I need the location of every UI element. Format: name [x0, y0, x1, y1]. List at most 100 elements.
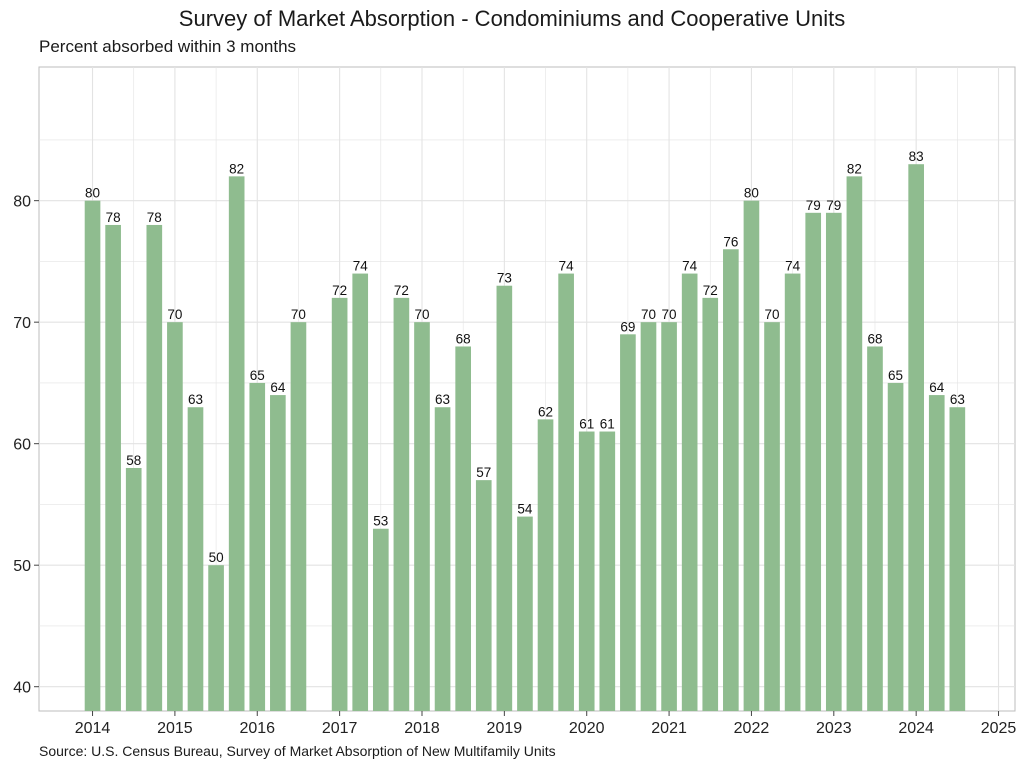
bar-value-label: 74 — [353, 259, 369, 274]
bar — [517, 516, 533, 711]
bar-value-label: 76 — [723, 234, 738, 249]
bar-value-label: 68 — [867, 331, 882, 346]
bar — [578, 431, 595, 711]
x-tick-label: 2019 — [487, 720, 523, 737]
bar-value-label: 63 — [950, 392, 965, 407]
bar-value-label: 80 — [744, 186, 759, 201]
bar-value-label: 70 — [291, 307, 306, 322]
bar-value-label: 50 — [209, 550, 224, 565]
bar — [167, 322, 183, 711]
bar-value-label: 65 — [250, 368, 265, 383]
bar-value-label: 70 — [167, 307, 182, 322]
bar-value-label: 61 — [600, 417, 615, 432]
bar-value-label: 65 — [888, 368, 903, 383]
bar — [661, 322, 677, 711]
bar — [867, 346, 883, 711]
bar — [784, 273, 801, 711]
y-tick-label: 70 — [13, 315, 31, 332]
x-tick-label: 2025 — [981, 720, 1017, 737]
bar-value-label: 79 — [806, 198, 821, 213]
bar-value-label: 58 — [126, 453, 141, 468]
bar-value-label: 73 — [497, 271, 512, 286]
x-tick-label: 2024 — [898, 720, 934, 737]
x-axis: 2014 2015 2016 2017 2018 2019 2020 2021 2022 2023… — [75, 711, 1017, 737]
bar — [640, 322, 657, 711]
bar-value-label: 79 — [826, 198, 841, 213]
y-tick-label: 40 — [13, 680, 31, 697]
bar — [537, 419, 554, 711]
bar-value-label: 72 — [394, 283, 409, 298]
bar — [84, 200, 101, 711]
bar-value-label: 74 — [785, 259, 801, 274]
y-tick-label: 60 — [13, 437, 31, 454]
x-tick-label: 2017 — [322, 720, 358, 737]
bar — [125, 467, 142, 711]
bar-value-label: 64 — [270, 380, 286, 395]
bar-value-label: 72 — [332, 283, 347, 298]
bar-value-label: 70 — [641, 307, 656, 322]
bar — [620, 334, 636, 711]
bar — [352, 273, 369, 711]
bar-value-label: 82 — [229, 161, 244, 176]
data-labels-group: 80 78 58 78 70 63 50 82 65 64 70 72 74 53 72 70 63 68 57 73… — [85, 149, 965, 565]
bar-value-label: 63 — [188, 392, 203, 407]
y-axis: 40 50 60 70 80 — [13, 194, 39, 697]
bar — [475, 480, 492, 711]
bar — [764, 322, 780, 711]
bar — [270, 395, 286, 711]
bar — [331, 297, 348, 711]
bar — [393, 297, 410, 711]
bar — [187, 407, 204, 711]
bar — [928, 395, 945, 711]
bar-value-label: 53 — [373, 514, 388, 529]
bar — [908, 164, 924, 712]
bar-value-label: 83 — [909, 149, 924, 164]
bar — [434, 407, 451, 711]
x-tick-label: 2018 — [404, 720, 440, 737]
bar — [743, 200, 760, 711]
bar — [702, 297, 719, 711]
bar-value-label: 54 — [517, 502, 533, 517]
bar — [846, 176, 863, 711]
chart-subtitle: Percent absorbed within 3 months — [39, 37, 297, 56]
bar-value-label: 62 — [538, 404, 553, 419]
x-tick-label: 2016 — [239, 720, 275, 737]
bars-group — [84, 164, 966, 712]
x-tick-label: 2014 — [75, 720, 111, 737]
bar-value-label: 69 — [620, 319, 635, 334]
bar-value-label: 70 — [765, 307, 780, 322]
bar-value-label: 82 — [847, 161, 862, 176]
bar-value-label: 61 — [579, 417, 594, 432]
bar-value-label: 74 — [559, 259, 575, 274]
bar — [146, 224, 163, 711]
bar — [105, 224, 121, 711]
bar — [208, 565, 224, 711]
bar — [455, 346, 471, 711]
bar-value-label: 57 — [476, 465, 491, 480]
x-tick-label: 2020 — [569, 720, 605, 737]
bar-value-label: 70 — [414, 307, 429, 322]
source-caption: Source: U.S. Census Bureau, Survey of Ma… — [39, 743, 556, 759]
bar — [290, 322, 307, 711]
bar — [681, 273, 698, 711]
x-tick-label: 2021 — [651, 720, 687, 737]
chart-title: Survey of Market Absorption - Condominiu… — [178, 6, 846, 31]
bar — [249, 382, 266, 711]
bar-value-label: 70 — [662, 307, 677, 322]
x-tick-label: 2023 — [816, 720, 852, 737]
bar — [496, 285, 513, 711]
bar — [949, 407, 966, 711]
bar — [805, 212, 822, 711]
bar-value-label: 64 — [929, 380, 945, 395]
y-tick-label: 50 — [13, 558, 31, 575]
x-tick-label: 2015 — [157, 720, 193, 737]
bar — [558, 273, 574, 711]
bar-value-label: 63 — [435, 392, 450, 407]
bar — [723, 249, 739, 711]
bar-value-label: 74 — [682, 259, 698, 274]
bar — [372, 528, 389, 711]
bar-value-label: 78 — [106, 210, 121, 225]
y-tick-label: 80 — [13, 194, 31, 211]
bar — [887, 382, 904, 711]
